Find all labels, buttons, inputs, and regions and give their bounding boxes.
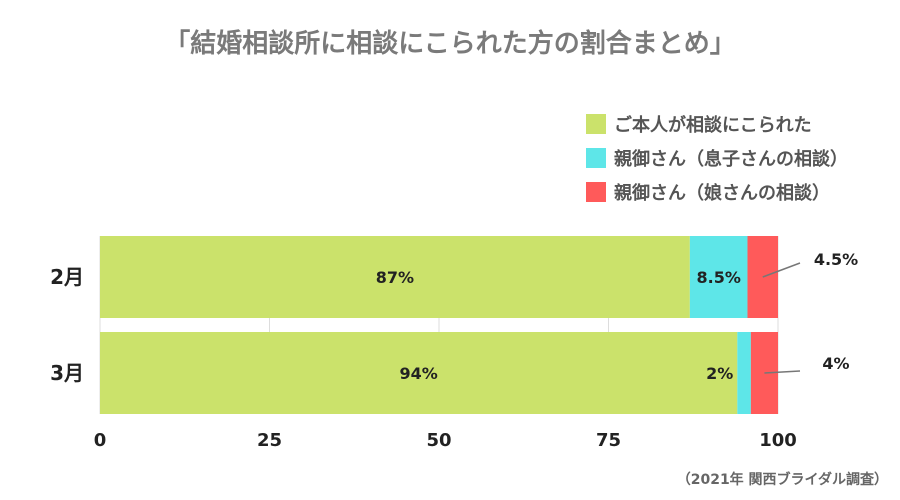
leader-line-1 — [762, 262, 801, 278]
x-tick-label-0: 0 — [94, 430, 107, 451]
x-tick-label-2: 50 — [426, 430, 451, 451]
data-label-2-series-2: 2% — [706, 364, 733, 383]
leader-line-2 — [764, 370, 801, 374]
legend-swatch-2 — [586, 148, 606, 168]
legend-swatch-3 — [586, 182, 606, 202]
legend-label-1: ご本人が相談にこられた — [614, 114, 812, 136]
data-label-1-series-1: 87% — [376, 268, 414, 287]
x-tick-label-3: 75 — [596, 430, 621, 451]
bar-1-series-2 — [689, 236, 748, 318]
bar-2-series-2 — [737, 332, 751, 414]
x-axis-ticks: 0 25 50 75 100 — [94, 430, 797, 451]
x-tick-label-1: 25 — [257, 430, 282, 451]
legend-label-3: 親御さん（娘さんの相談） — [614, 182, 830, 204]
x-tick-label-4: 100 — [759, 430, 797, 451]
source-note: （2021年 関西ブライダル調査） — [677, 471, 888, 488]
data-labels: 87% 8.5% 4.5% 94% 2% 4% — [376, 250, 858, 383]
category-label-2: 3月 — [50, 361, 84, 385]
bar-2-series-1 — [100, 332, 738, 414]
category-labels: 2月 3月 — [50, 265, 84, 385]
legend-label-2: 親御さん（息子さんの相談） — [614, 148, 848, 170]
data-label-1-series-2: 8.5% — [696, 268, 740, 287]
legend-swatch-1 — [586, 114, 606, 134]
chart-title: 「結婚相談所に相談にこられた方の割合まとめ」 — [164, 28, 735, 59]
data-label-1-series-3: 4.5% — [814, 250, 858, 269]
bar-1-series-1 — [100, 236, 690, 318]
data-label-2-series-3: 4% — [822, 354, 849, 373]
category-label-1: 2月 — [50, 265, 84, 289]
data-label-2-series-1: 94% — [400, 364, 438, 383]
